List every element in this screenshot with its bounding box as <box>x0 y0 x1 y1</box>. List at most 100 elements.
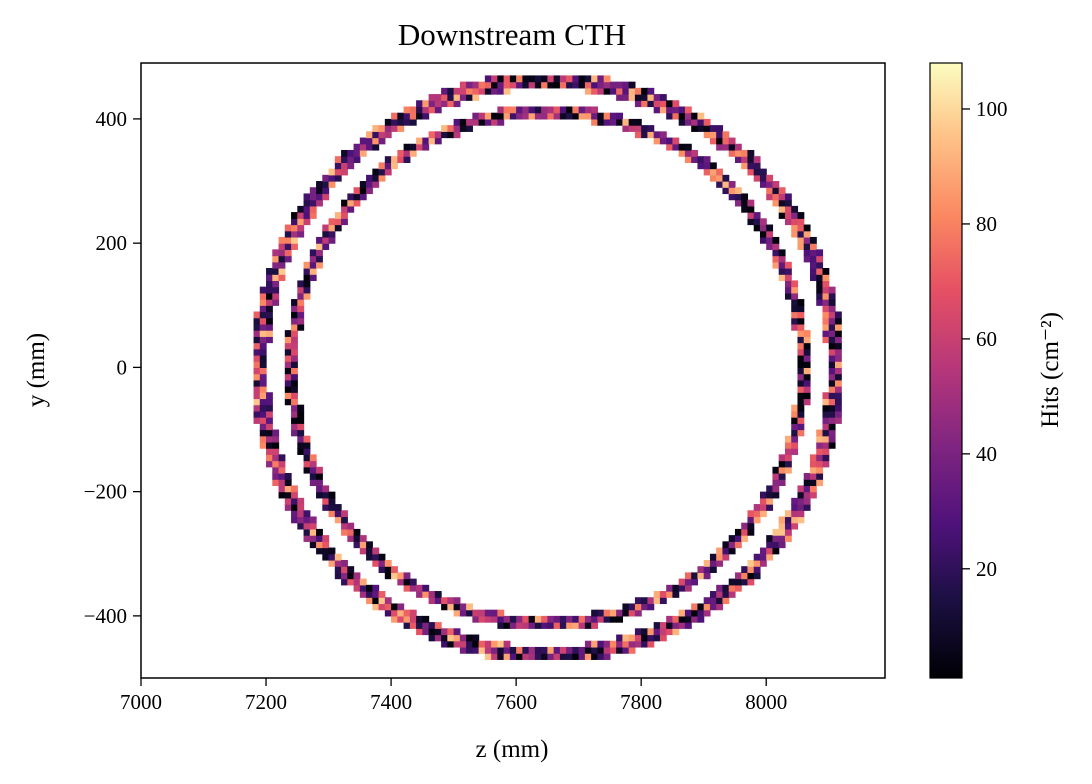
heat-cell <box>359 137 367 145</box>
heat-cell <box>728 187 736 195</box>
heat-cell <box>384 559 392 567</box>
heat-cell <box>572 622 580 629</box>
heat-cell <box>803 392 811 400</box>
heat-cell <box>609 112 617 120</box>
heat-cell <box>584 106 592 114</box>
heat-cell <box>284 373 292 381</box>
heat-cell <box>591 622 598 629</box>
heat-cell <box>297 497 305 505</box>
heat-cell <box>266 268 273 275</box>
heat-cell <box>322 491 330 499</box>
heat-cell <box>603 640 611 648</box>
heat-cell <box>447 100 455 108</box>
heat-cell <box>416 615 423 623</box>
heat-cell <box>334 224 342 232</box>
heat-cell <box>434 597 442 605</box>
heat-cell <box>828 392 836 400</box>
heat-cell <box>347 535 355 542</box>
heat-cell <box>453 603 461 611</box>
heat-cell <box>259 367 267 375</box>
heat-cell <box>353 578 361 586</box>
heat-cell <box>391 572 398 580</box>
heat-cell <box>616 87 624 95</box>
heat-cell <box>297 516 305 524</box>
heat-cell <box>791 311 799 319</box>
heat-cell <box>491 81 498 89</box>
heat-cell <box>384 156 392 163</box>
heat-cell <box>797 367 805 375</box>
heat-cell <box>797 417 805 424</box>
heat-cell <box>334 572 342 580</box>
heat-cell <box>684 609 692 617</box>
heat-cell <box>734 535 742 542</box>
heat-cell <box>478 640 486 648</box>
heat-cell <box>784 193 792 201</box>
heat-cell <box>559 615 567 623</box>
heat-cell <box>403 609 411 617</box>
heat-cell <box>453 87 461 95</box>
heat-cell <box>503 112 511 120</box>
heat-cell <box>341 149 348 157</box>
heat-cell <box>803 491 811 499</box>
heat-cell <box>734 528 742 536</box>
heat-cell <box>528 653 536 660</box>
heat-cell <box>316 187 323 195</box>
heat-cell <box>347 193 355 201</box>
heat-cell <box>503 640 511 648</box>
heat-cell <box>797 423 805 431</box>
heat-cell <box>628 603 636 611</box>
heat-cell <box>491 609 498 617</box>
heat-cell <box>797 230 805 238</box>
heat-cell <box>491 75 498 83</box>
heat-cell <box>441 628 448 636</box>
x-axis-label: z (mm) <box>476 736 549 763</box>
heat-cell <box>466 94 473 101</box>
heat-cell <box>516 646 523 654</box>
heat-cell <box>397 118 405 126</box>
heat-cell <box>609 118 617 126</box>
heat-cell <box>728 591 736 598</box>
heat-cell <box>784 510 792 518</box>
heat-cell <box>453 597 461 605</box>
heat-cell <box>309 460 317 468</box>
heat-cell <box>584 622 592 629</box>
colorbar-label: Hits (cm⁻²) <box>1037 312 1064 428</box>
heat-cell <box>684 615 692 623</box>
heat-cell <box>647 597 655 605</box>
heat-cell <box>759 553 767 561</box>
heat-cell <box>822 268 830 275</box>
heat-cell <box>291 404 298 412</box>
heat-cell <box>797 323 805 331</box>
heat-cell <box>616 81 624 89</box>
heat-cell <box>466 125 473 132</box>
heat-cell <box>722 584 730 592</box>
heat-cell <box>297 299 305 306</box>
heat-cell <box>766 236 774 244</box>
heat-cell <box>291 410 298 418</box>
heat-cell <box>691 615 699 623</box>
heat-cell <box>791 404 799 412</box>
heat-cell <box>359 149 367 157</box>
heat-cell <box>809 473 817 480</box>
heat-cell <box>497 106 505 114</box>
heat-cell <box>778 473 786 480</box>
heat-cell <box>428 137 436 145</box>
heat-cell <box>316 236 323 244</box>
heat-cell <box>303 435 311 443</box>
heat-cell <box>609 615 617 623</box>
heat-cell <box>666 106 674 114</box>
heat-cell <box>459 125 467 132</box>
heat-cell <box>791 286 799 294</box>
heat-cell <box>591 646 598 654</box>
heat-cell <box>291 373 298 381</box>
heat-cell <box>372 584 380 592</box>
heat-cell <box>647 634 655 642</box>
heat-cell <box>553 81 561 89</box>
heat-cell <box>403 118 411 126</box>
heat-cell <box>566 622 573 629</box>
heat-cell <box>716 597 724 605</box>
heat-cell <box>784 441 792 449</box>
heat-cell <box>716 174 724 182</box>
heat-cell <box>297 286 305 294</box>
heat-cell <box>284 392 292 400</box>
